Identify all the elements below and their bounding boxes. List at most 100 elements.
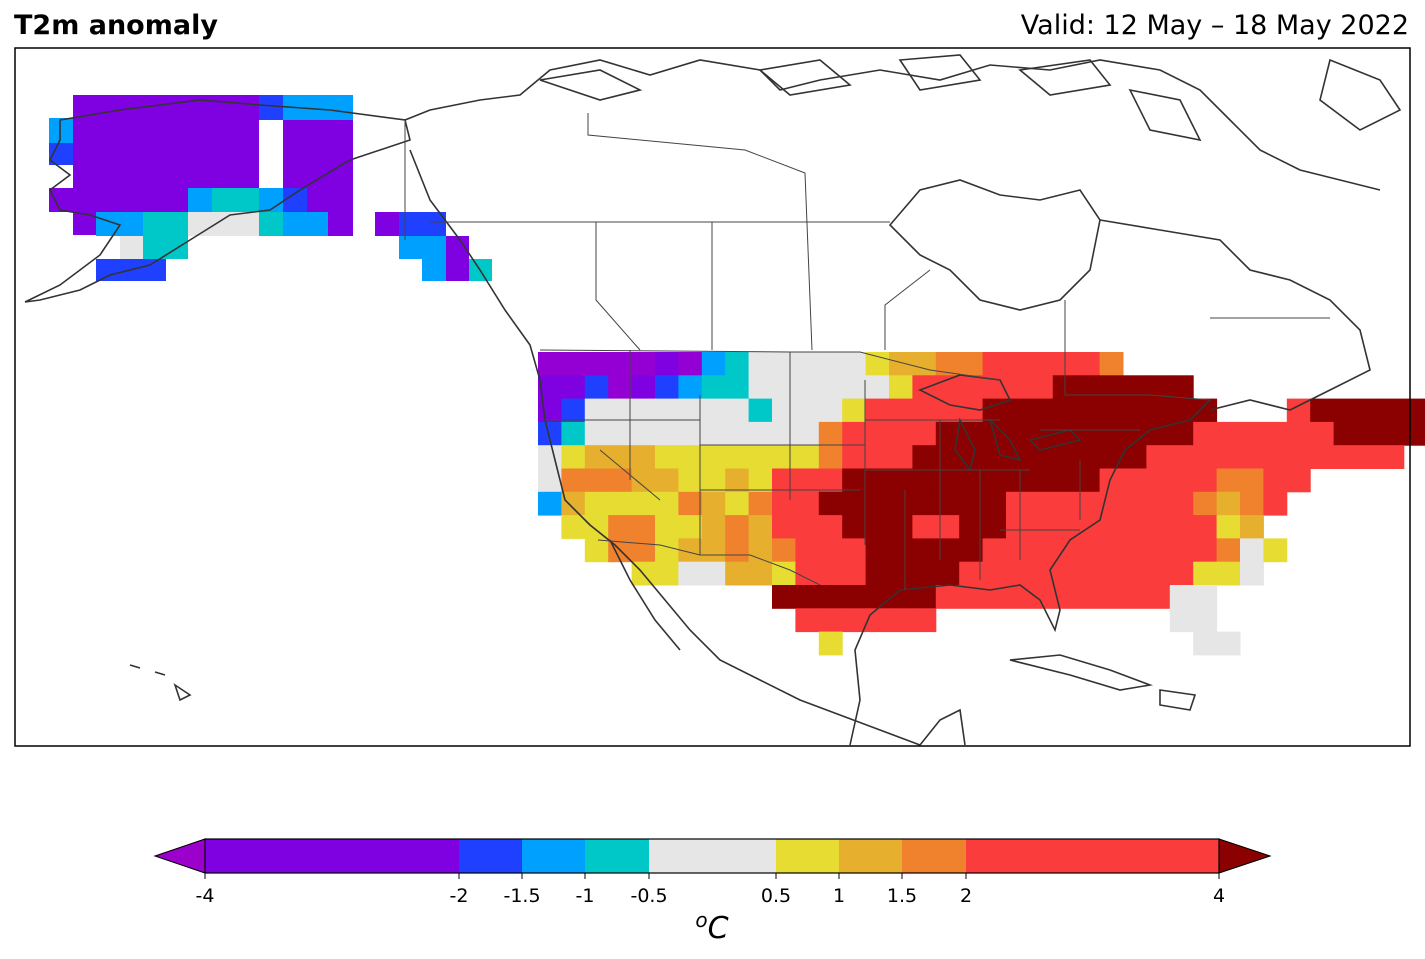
anomaly-cell bbox=[959, 398, 984, 423]
map-title: T2m anomaly bbox=[14, 10, 218, 41]
anomaly-cell bbox=[912, 445, 937, 469]
anomaly-cell bbox=[935, 585, 960, 609]
anomaly-cell bbox=[1240, 421, 1264, 446]
anomaly-cell bbox=[1380, 421, 1405, 446]
anomaly-cell bbox=[1193, 515, 1218, 539]
anomaly-cell bbox=[631, 375, 656, 400]
anomaly-cell bbox=[1052, 421, 1077, 446]
anomaly-cell bbox=[795, 468, 820, 493]
anomaly-cell bbox=[1076, 468, 1101, 493]
anomaly-cell bbox=[631, 352, 656, 376]
anomaly-cell bbox=[818, 375, 843, 400]
anomaly-cell bbox=[701, 538, 726, 563]
anomaly-cell bbox=[959, 375, 984, 400]
anomaly-cell bbox=[982, 561, 1007, 586]
anomaly-cell bbox=[1029, 445, 1054, 469]
colorbar-bin bbox=[776, 839, 839, 873]
anomaly-cell bbox=[795, 421, 820, 446]
anomaly-cell bbox=[1193, 585, 1218, 609]
anomaly-cell bbox=[1052, 561, 1077, 586]
anomaly-cell bbox=[982, 398, 1007, 423]
anomaly-cell bbox=[1169, 445, 1194, 469]
anomaly-cell bbox=[1286, 445, 1311, 469]
anomaly-cell bbox=[842, 445, 867, 469]
anomaly-cell bbox=[1006, 375, 1030, 400]
anomaly-cell bbox=[772, 561, 796, 586]
anomaly-cell bbox=[748, 375, 773, 400]
colorbar-tick-label: 2 bbox=[959, 885, 973, 907]
anomaly-cell bbox=[631, 491, 656, 516]
anomaly-cell bbox=[1380, 398, 1405, 423]
anomaly-cell bbox=[1333, 445, 1358, 469]
anomaly-cell bbox=[772, 398, 796, 423]
anomaly-cell bbox=[1263, 538, 1288, 563]
anomaly-cell bbox=[283, 188, 307, 212]
anomaly-cell bbox=[701, 421, 726, 446]
anomaly-cell bbox=[912, 375, 937, 400]
colorbar-tick-label: 0.5 bbox=[760, 885, 792, 907]
anomaly-cell bbox=[865, 445, 890, 469]
anomaly-cell bbox=[1169, 561, 1194, 586]
anomaly-cell bbox=[1099, 375, 1124, 400]
anomaly-cell bbox=[982, 585, 1007, 609]
anomaly-cell bbox=[725, 421, 750, 446]
anomaly-cell bbox=[1169, 585, 1194, 609]
anomaly-cell bbox=[1193, 631, 1218, 656]
anomaly-cell bbox=[889, 515, 913, 539]
anomaly-cell bbox=[678, 468, 703, 493]
anomaly-cell bbox=[1357, 421, 1381, 446]
anomaly-cell bbox=[701, 515, 726, 539]
anomaly-cell bbox=[865, 561, 890, 586]
anomaly-cell bbox=[912, 608, 937, 633]
anomaly-cell bbox=[1169, 421, 1194, 446]
anomaly-cell bbox=[865, 352, 890, 376]
anomaly-cell bbox=[912, 468, 937, 493]
anomaly-cell bbox=[1123, 515, 1147, 539]
anomaly-cell bbox=[912, 398, 937, 423]
anomaly-cell bbox=[1216, 421, 1241, 446]
anomaly-cell bbox=[1052, 468, 1077, 493]
anomaly-cell bbox=[1357, 445, 1381, 469]
anomaly-cell bbox=[631, 398, 656, 423]
anomaly-cell bbox=[912, 585, 937, 609]
anomaly-cell bbox=[795, 352, 820, 376]
anomaly-cell bbox=[561, 445, 586, 469]
anomaly-cell bbox=[842, 561, 867, 586]
anomaly-cell bbox=[1099, 538, 1124, 563]
anomaly-cell bbox=[865, 515, 890, 539]
anomaly-cell bbox=[748, 445, 773, 469]
colorbar-extend-high bbox=[1218, 838, 1272, 874]
anomaly-cell bbox=[422, 259, 446, 281]
anomaly-cell bbox=[678, 421, 703, 446]
anomaly-cell bbox=[538, 398, 562, 423]
anomaly-cell bbox=[608, 445, 633, 469]
colorbar-bin bbox=[966, 839, 1219, 873]
anomaly-cell bbox=[865, 375, 890, 400]
anomaly-cell bbox=[1099, 561, 1124, 586]
colorbar-unit-label: oC bbox=[695, 908, 729, 946]
anomaly-cell bbox=[655, 445, 679, 469]
anomaly-cell bbox=[1029, 375, 1054, 400]
anomaly-cell bbox=[725, 491, 750, 516]
anomaly-cell bbox=[912, 352, 937, 376]
anomaly-cell bbox=[1193, 398, 1218, 423]
anomaly-cell bbox=[748, 468, 773, 493]
anomaly-cell bbox=[1099, 398, 1124, 423]
anomaly-cell bbox=[889, 491, 913, 516]
anomaly-cell bbox=[842, 398, 867, 423]
anomaly-cell bbox=[982, 445, 1007, 469]
anomaly-cell bbox=[678, 375, 703, 400]
anomaly-cell bbox=[1169, 375, 1194, 400]
anomaly-cell bbox=[889, 468, 913, 493]
anomaly-cell bbox=[631, 515, 656, 539]
anomaly-cell bbox=[1006, 538, 1030, 563]
anomaly-cell bbox=[1146, 538, 1171, 563]
anomaly-cell bbox=[818, 608, 843, 633]
anomaly-cell bbox=[538, 375, 562, 400]
anomaly-cell bbox=[865, 421, 890, 446]
anomaly-cell bbox=[795, 608, 820, 633]
anomaly-cell bbox=[655, 561, 679, 586]
anomaly-cell bbox=[1123, 375, 1147, 400]
anomaly-cell bbox=[1403, 421, 1425, 446]
colorbar-bin bbox=[205, 839, 459, 873]
